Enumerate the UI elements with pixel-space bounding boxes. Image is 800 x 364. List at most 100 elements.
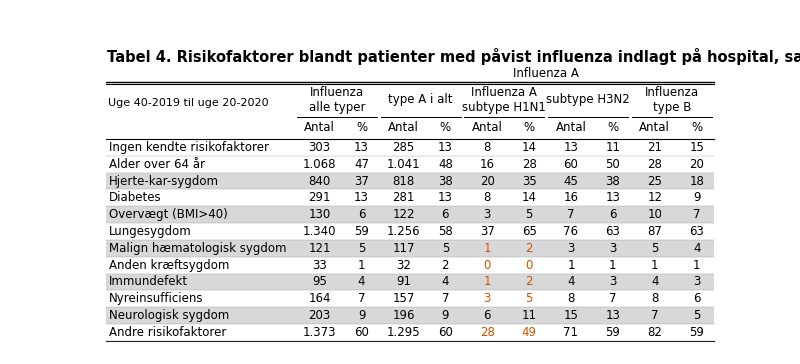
Text: 21: 21	[647, 141, 662, 154]
FancyBboxPatch shape	[106, 257, 714, 273]
Text: 14: 14	[522, 191, 537, 204]
Text: Andre risikofaktorer: Andre risikofaktorer	[109, 326, 226, 339]
Text: Influenza
alle typer: Influenza alle typer	[309, 86, 365, 114]
Text: Nyreinsufficiens: Nyreinsufficiens	[109, 292, 203, 305]
Text: 13: 13	[354, 141, 369, 154]
Text: 4: 4	[567, 276, 574, 288]
Text: 33: 33	[312, 258, 327, 272]
Text: Influenza A
subtype H1N1: Influenza A subtype H1N1	[462, 86, 546, 114]
Text: %: %	[691, 121, 702, 134]
Text: 281: 281	[392, 191, 414, 204]
Text: 20: 20	[480, 174, 494, 187]
Text: 6: 6	[609, 208, 617, 221]
Text: 1.068: 1.068	[303, 158, 337, 171]
Text: 10: 10	[647, 208, 662, 221]
Text: 37: 37	[354, 174, 369, 187]
Text: 9: 9	[358, 309, 366, 322]
Text: 59: 59	[689, 326, 704, 339]
Text: 38: 38	[438, 174, 453, 187]
Text: 5: 5	[442, 242, 449, 255]
Text: 8: 8	[567, 292, 574, 305]
Text: 1: 1	[483, 242, 491, 255]
Text: 13: 13	[606, 191, 620, 204]
Text: 8: 8	[483, 141, 491, 154]
Text: 48: 48	[438, 158, 453, 171]
Text: 4: 4	[651, 276, 658, 288]
Text: 11: 11	[522, 309, 537, 322]
Text: 1: 1	[609, 258, 617, 272]
Text: 28: 28	[647, 158, 662, 171]
Text: 95: 95	[312, 276, 327, 288]
Text: 65: 65	[522, 225, 537, 238]
FancyBboxPatch shape	[106, 173, 714, 189]
Text: 5: 5	[526, 292, 533, 305]
Text: 71: 71	[563, 326, 578, 339]
Text: 7: 7	[442, 292, 449, 305]
Text: 9: 9	[442, 309, 449, 322]
Text: 2: 2	[526, 276, 533, 288]
FancyBboxPatch shape	[106, 240, 714, 257]
Text: 285: 285	[392, 141, 414, 154]
Text: 1: 1	[358, 258, 366, 272]
Text: 7: 7	[609, 292, 617, 305]
Text: 1.041: 1.041	[386, 158, 420, 171]
Text: 28: 28	[480, 326, 494, 339]
Text: 3: 3	[693, 276, 700, 288]
Text: 8: 8	[651, 292, 658, 305]
Text: 3: 3	[483, 292, 491, 305]
Text: 50: 50	[606, 158, 620, 171]
Text: Neurologisk sygdom: Neurologisk sygdom	[109, 309, 229, 322]
Text: 16: 16	[563, 191, 578, 204]
Text: %: %	[607, 121, 618, 134]
Text: Diabetes: Diabetes	[109, 191, 162, 204]
Text: Malign hæmatologisk sygdom: Malign hæmatologisk sygdom	[109, 242, 286, 255]
Text: 157: 157	[392, 292, 414, 305]
Text: 13: 13	[354, 191, 369, 204]
Text: 47: 47	[354, 158, 369, 171]
Text: %: %	[440, 121, 451, 134]
Text: 35: 35	[522, 174, 537, 187]
Text: 13: 13	[563, 141, 578, 154]
Text: 1.373: 1.373	[303, 326, 337, 339]
Text: Hjerte-kar-sygdom: Hjerte-kar-sygdom	[109, 174, 218, 187]
Text: 18: 18	[689, 174, 704, 187]
Text: 117: 117	[392, 242, 414, 255]
Text: Alder over 64 år: Alder over 64 år	[109, 158, 205, 171]
Text: 1: 1	[567, 258, 574, 272]
Text: Anden kræftsygdom: Anden kræftsygdom	[109, 258, 229, 272]
Text: subtype H3N2: subtype H3N2	[546, 93, 630, 106]
FancyBboxPatch shape	[106, 324, 714, 341]
FancyBboxPatch shape	[106, 307, 714, 324]
Text: 13: 13	[438, 191, 453, 204]
Text: 3: 3	[609, 276, 617, 288]
Text: 4: 4	[358, 276, 366, 288]
Text: 60: 60	[354, 326, 369, 339]
Text: 5: 5	[651, 242, 658, 255]
Text: 2: 2	[442, 258, 449, 272]
Text: 6: 6	[483, 309, 491, 322]
Text: 15: 15	[689, 141, 704, 154]
Text: 59: 59	[606, 326, 620, 339]
Text: Tabel 4. Risikofaktorer blandt patienter med påvist influenza indlagt på hospita: Tabel 4. Risikofaktorer blandt patienter…	[107, 48, 800, 65]
Text: 0: 0	[483, 258, 491, 272]
Text: 0: 0	[526, 258, 533, 272]
FancyBboxPatch shape	[106, 290, 714, 307]
Text: 82: 82	[647, 326, 662, 339]
Text: Influenza A: Influenza A	[514, 67, 579, 80]
Text: 6: 6	[442, 208, 449, 221]
Text: 13: 13	[606, 309, 620, 322]
Text: 45: 45	[563, 174, 578, 187]
Text: %: %	[356, 121, 367, 134]
Text: 38: 38	[606, 174, 620, 187]
Text: 203: 203	[309, 309, 331, 322]
Text: Antal: Antal	[472, 121, 502, 134]
Text: 4: 4	[442, 276, 449, 288]
Text: 7: 7	[358, 292, 366, 305]
Text: 4: 4	[693, 242, 700, 255]
Text: 63: 63	[606, 225, 620, 238]
Text: 1.256: 1.256	[386, 225, 420, 238]
Text: Antal: Antal	[388, 121, 419, 134]
Text: 164: 164	[309, 292, 331, 305]
Text: 59: 59	[354, 225, 369, 238]
Text: 5: 5	[526, 208, 533, 221]
